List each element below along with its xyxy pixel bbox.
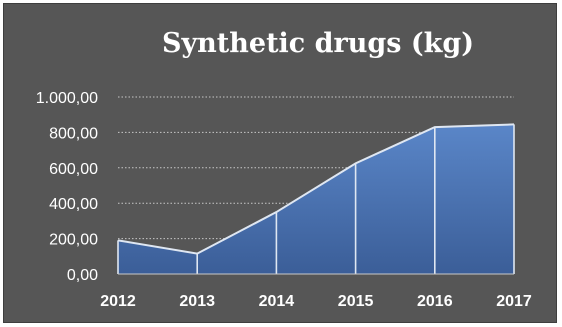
y-tick-label: 800,00 [49, 125, 98, 142]
y-tick-label: 1.000,00 [36, 90, 98, 107]
y-tick-label: 400,00 [49, 196, 98, 213]
area-fill [118, 124, 514, 274]
y-axis-ticks: 0,00 200,00 400,00 600,00 800,00 1.000,00 [36, 90, 98, 284]
x-tick-label: 2016 [417, 293, 453, 310]
y-tick-label: 200,00 [49, 232, 98, 249]
x-tick-label: 2015 [338, 293, 374, 310]
y-tick-label: 600,00 [49, 161, 98, 178]
x-axis-ticks: 2012 2013 2014 2015 2016 2017 [100, 293, 532, 310]
plot-area [117, 123, 515, 275]
x-tick-label: 2012 [100, 293, 136, 310]
y-tick-label: 0,00 [67, 267, 98, 284]
x-tick-label: 2017 [496, 293, 532, 310]
chart-title: Synthetic drugs (kg) [162, 28, 474, 59]
x-tick-label: 2013 [179, 293, 215, 310]
series-line [117, 123, 515, 255]
x-tick-label: 2014 [259, 293, 295, 310]
